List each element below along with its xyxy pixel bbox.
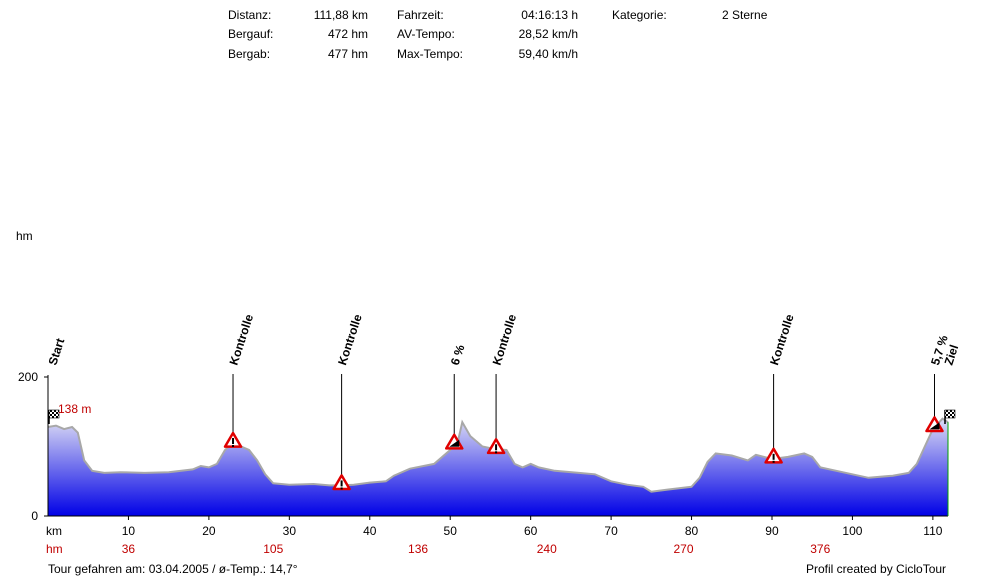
y-axis-label: hm [16, 229, 33, 243]
bergab-label: Bergab: [228, 47, 271, 61]
cumulative-row-label: hm [46, 542, 63, 556]
avtempo-value: 28,52 km/h [518, 27, 578, 41]
slope-wedge-icon [929, 422, 940, 430]
checkered-flag-icon [48, 409, 60, 419]
warning-dot-icon [232, 445, 235, 448]
marker-label: Start [46, 337, 68, 367]
x-tick-label: 100 [842, 524, 862, 538]
fahrzeit-value: 04:16:13 h [521, 8, 578, 22]
cumulative-climb-value: 240 [537, 542, 557, 556]
x-tick-label: 10 [122, 524, 136, 538]
x-tick-label: 80 [685, 524, 699, 538]
maxtempo-label: Max-Tempo: [397, 47, 464, 61]
marker-label: Kontrolle [227, 312, 257, 367]
x-tick-label: 40 [363, 524, 377, 538]
footer-tour-info: Tour gefahren am: 03.04.2005 / ø-Temp.: … [48, 562, 298, 576]
footer-credit: Profil created by CicloTour [806, 562, 947, 576]
warning-dot-icon [772, 460, 775, 463]
checkered-flag-icon [944, 409, 956, 419]
elevation-outline [47, 417, 949, 493]
kategorie-label: Kategorie: [612, 8, 667, 22]
bergauf-value: 472 hm [327, 27, 368, 41]
avtempo-label: AV-Tempo: [397, 27, 455, 41]
cumulative-climb-value: 270 [673, 542, 693, 556]
y-tick-label: 0 [31, 509, 38, 523]
y-tick-label: 200 [18, 370, 38, 384]
marker-label: Kontrolle [335, 312, 365, 367]
cumulative-climb-value: 376 [810, 542, 830, 556]
warning-dot-icon [340, 487, 343, 490]
warning-exclamation-icon [495, 444, 498, 451]
warning-exclamation-icon [772, 453, 775, 460]
fahrzeit-label: Fahrzeit: [397, 8, 444, 22]
distanz-value: 111,88 km [313, 8, 368, 22]
kategorie-value: 2 Sterne [722, 8, 768, 22]
bergauf-label: Bergauf: [228, 27, 274, 41]
cumulative-climb-value: 36 [122, 542, 136, 556]
marker-label: Ziel [942, 343, 962, 367]
cumulative-climb-value: 105 [263, 542, 283, 556]
distanz-label: Distanz: [228, 8, 272, 22]
warning-exclamation-icon [232, 438, 235, 445]
elevation-area [48, 418, 948, 516]
x-tick-label: 60 [524, 524, 538, 538]
x-axis-label: km [46, 524, 62, 538]
maxtempo-value: 59,40 km/h [518, 47, 578, 61]
start-elevation-label: 138 m [58, 402, 91, 416]
cumulative-climb-value: 136 [408, 542, 428, 556]
marker-label: 6 % [448, 343, 468, 367]
x-tick-label: 50 [444, 524, 458, 538]
marker-label: Kontrolle [767, 312, 797, 367]
warning-exclamation-icon [340, 480, 343, 487]
bergab-value: 477 hm [327, 47, 368, 61]
x-tick-label: 20 [202, 524, 216, 538]
slope-wedge-icon [449, 439, 460, 447]
marker-label: Kontrolle [490, 312, 520, 367]
x-tick-label: 30 [283, 524, 297, 538]
x-tick-label: 70 [604, 524, 618, 538]
warning-dot-icon [495, 451, 498, 454]
x-tick-label: 90 [765, 524, 779, 538]
x-tick-label: 110 [923, 524, 942, 538]
